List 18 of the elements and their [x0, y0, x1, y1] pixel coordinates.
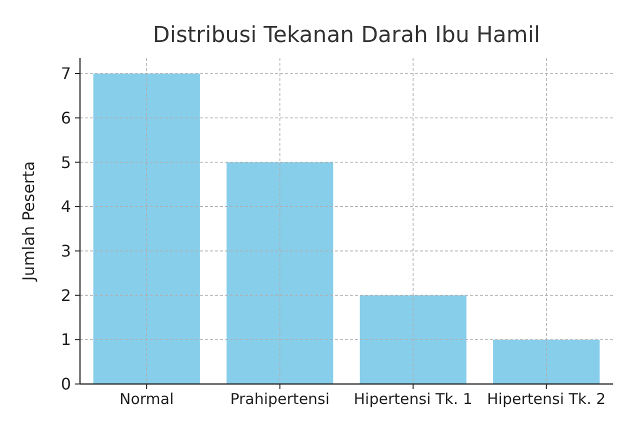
x-tick-label: Hipertensi Tk. 1	[354, 390, 472, 408]
bar	[226, 162, 334, 384]
y-axis-title: Jumlah Peserta	[19, 161, 38, 282]
chart-title: Distribusi Tekanan Darah Ibu Hamil	[152, 23, 540, 48]
y-tick-label: 4	[60, 197, 71, 216]
y-tick-label: 2	[60, 286, 71, 305]
bar	[93, 74, 200, 384]
y-tick-label: 3	[60, 242, 71, 261]
x-tick-label: Normal	[119, 390, 174, 408]
bar	[493, 340, 600, 384]
x-tick-label: Prahipertensi	[230, 390, 330, 408]
x-tick-label: Hipertensi Tk. 2	[487, 390, 606, 408]
y-tick-label: 1	[60, 330, 71, 350]
y-tick-label: 0	[60, 374, 71, 394]
y-tick-label: 5	[60, 152, 71, 172]
y-tick-label: 6	[60, 108, 71, 128]
bar	[360, 295, 466, 384]
y-tick-label: 7	[60, 64, 71, 84]
